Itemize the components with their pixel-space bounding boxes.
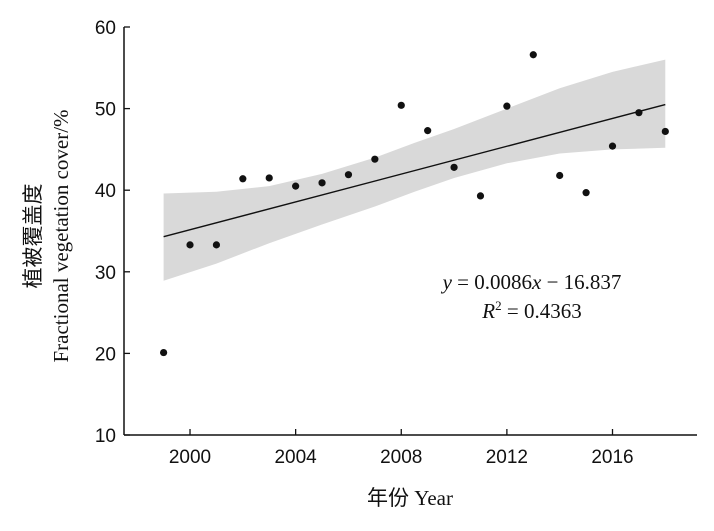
r-squared-text: R2 = 0.4363 — [481, 298, 581, 323]
x-axis-title: 年份 Year — [367, 486, 453, 510]
data-point-2014 — [556, 171, 564, 180]
regression-annotation: y = 0.0086x − 16.837 R2 = 0.4363 — [441, 270, 622, 323]
data-point-2011 — [476, 192, 485, 200]
data-point-2009 — [424, 127, 432, 135]
y-tick-label-20: 20 — [95, 344, 116, 365]
data-point-2008 — [397, 101, 405, 109]
y-tick-label-60: 60 — [95, 18, 116, 39]
r2-superscript: 2 — [495, 298, 502, 313]
y-tick-label-40: 40 — [95, 181, 116, 202]
x-tick-label-2016: 2016 — [591, 447, 633, 468]
plot-area — [160, 51, 669, 357]
data-point-2017 — [635, 109, 643, 117]
data-point-2018 — [661, 127, 669, 136]
equation-x: x — [531, 270, 542, 294]
data-point-2006 — [344, 171, 353, 179]
x-ticks: 2000 2004 2008 2012 2016 — [169, 429, 634, 468]
r2-value: = 0.4363 — [502, 299, 582, 323]
equation-intercept: − 16.837 — [541, 270, 621, 294]
data-point-2001 — [212, 241, 221, 249]
data-point-2016 — [608, 142, 617, 150]
axes: 2000 2004 2008 2012 2016 10 20 30 40 50 60 — [95, 18, 697, 468]
x-tick-label-2004: 2004 — [274, 447, 317, 468]
y-tick-label-30: 30 — [95, 263, 116, 284]
data-point-2012 — [503, 102, 511, 110]
data-point-2010 — [450, 163, 458, 171]
y-axis-title-line2: Fractional vegetation cover/% — [49, 109, 73, 362]
y-ticks: 10 20 30 40 50 60 — [95, 18, 130, 447]
x-tick-label-2008: 2008 — [380, 447, 422, 468]
y-axis-title: 植被覆盖度 Fractional vegetation cover/% — [21, 109, 73, 362]
data-point-2013 — [529, 51, 537, 59]
y-tick-label-10: 10 — [95, 426, 116, 447]
data-point-2000 — [186, 241, 194, 249]
data-point-2005 — [318, 179, 326, 187]
y-tick-label-50: 50 — [95, 100, 116, 121]
data-point-2007 — [371, 155, 379, 163]
y-axis-title-line1: 植被覆盖度 — [21, 184, 45, 289]
equation-y: y — [441, 270, 453, 294]
data-point-1999 — [160, 348, 168, 357]
fit-line — [163, 103, 666, 238]
equation-text: y = 0.0086x − 16.837 — [441, 270, 622, 294]
data-point-2004 — [292, 182, 300, 190]
x-tick-label-2000: 2000 — [169, 447, 211, 468]
r2-symbol: R — [481, 299, 495, 323]
data-point-2002 — [239, 175, 247, 183]
x-tick-label-2012: 2012 — [486, 447, 528, 468]
data-point-2015 — [582, 189, 590, 197]
data-point-2003 — [265, 174, 273, 182]
data-points — [160, 51, 669, 357]
equation-coef: = 0.0086 — [452, 270, 532, 294]
